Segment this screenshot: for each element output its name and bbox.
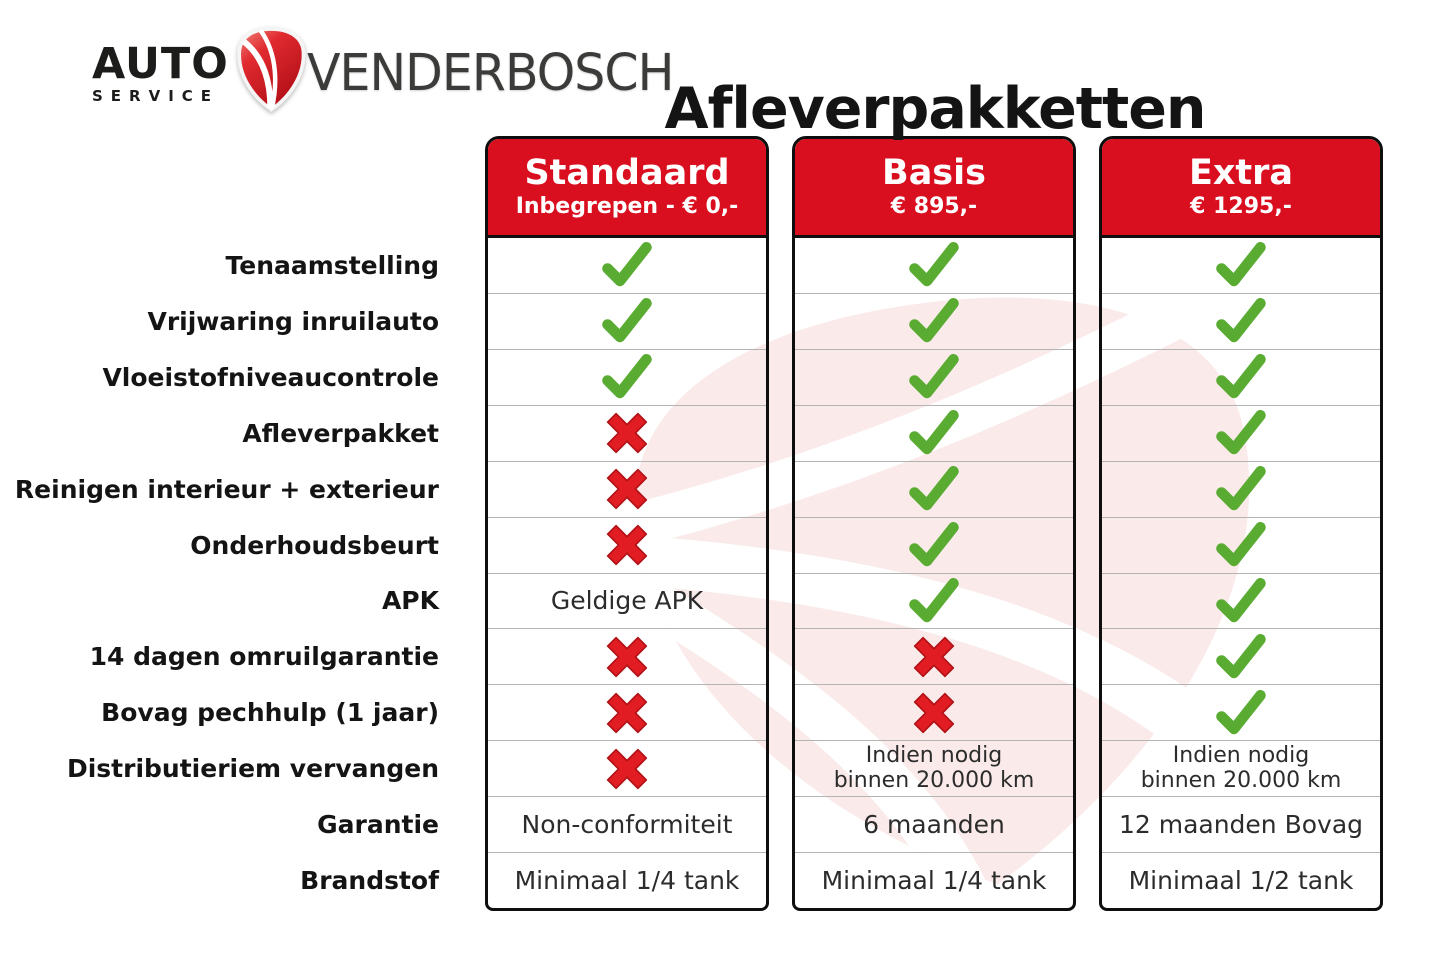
- page-title: Afleverpakketten: [664, 76, 1207, 143]
- cell-text: 12 maanden Bovag: [1102, 796, 1380, 852]
- row-label: APK: [381, 586, 439, 616]
- check-icon: [1102, 460, 1380, 517]
- row-label: Bovag pechhulp (1 jaar): [101, 698, 439, 728]
- cell-text: 6 maanden: [795, 796, 1073, 852]
- row-label: Vrijwaring inruilauto: [147, 307, 439, 337]
- package-body: Indien nodig binnen 20.000 km 6 maanden Mi…: [795, 238, 1073, 908]
- package-header: Standaard Inbegrepen - € 0,-: [488, 139, 766, 238]
- cross-icon: [795, 628, 1073, 684]
- row-label: Vloeistofniveaucontrole: [102, 363, 439, 393]
- check-icon: [1102, 684, 1380, 740]
- cell-text: Minimaal 1/2 tank: [1102, 852, 1380, 908]
- package-column-basis: Basis € 895,- Indien nodig binnen 20.000…: [792, 136, 1076, 911]
- package-body: Geldige APK Non-conformiteit Minimaal 1/4 …: [488, 238, 766, 908]
- cell-text: Minimaal 1/4 tank: [488, 852, 766, 908]
- package-price: € 895,-: [890, 194, 978, 220]
- package-name: Basis: [882, 152, 986, 193]
- check-icon: [795, 238, 1073, 293]
- check-icon: [1102, 292, 1380, 349]
- check-icon: [1102, 516, 1380, 573]
- package-name: Extra: [1188, 152, 1294, 193]
- package-header: Basis € 895,-: [795, 139, 1073, 238]
- package-name: Standaard: [524, 152, 730, 193]
- cross-icon: [488, 460, 766, 517]
- check-icon: [1102, 572, 1380, 629]
- row-label: Garantie: [317, 809, 439, 839]
- cell-text: Non-conformiteit: [488, 796, 766, 852]
- row-label: Tenaamstelling: [225, 251, 439, 281]
- brand-name-text: VENDERBOSCH: [306, 43, 674, 103]
- check-icon: [795, 292, 1073, 349]
- cross-icon: [488, 684, 766, 740]
- cross-icon: [488, 404, 766, 461]
- comparison-table: Tenaamstelling Vrijwaring inruilauto Vloei…: [14, 136, 1383, 911]
- cross-icon: [488, 628, 766, 684]
- check-icon: [488, 348, 766, 405]
- row-label: Reinigen interieur + exterieur: [14, 474, 439, 504]
- shield-swoosh-icon: [237, 27, 306, 112]
- package-price: Inbegrepen - € 0,-: [515, 194, 739, 220]
- package-column-standaard: Standaard Inbegrepen - € 0,- Geldige APK…: [485, 136, 769, 911]
- brand-auto-text: AUTO: [92, 38, 229, 89]
- package-price: € 1295,-: [1190, 194, 1292, 220]
- cross-icon: [795, 684, 1073, 740]
- cell-text: Minimaal 1/4 tank: [795, 852, 1073, 908]
- cell-text: Indien nodig binnen 20.000 km: [1102, 740, 1380, 796]
- check-icon: [795, 572, 1073, 629]
- row-label: Brandstof: [300, 865, 439, 895]
- brand-logo: AUTO SERVICE VENDERBOSCH: [92, 27, 689, 112]
- cell-text: Geldige APK: [488, 572, 766, 629]
- package-column-extra: Extra € 1295,- Indien nodig binnen 20.00…: [1099, 136, 1383, 911]
- package-body: Indien nodig binnen 20.000 km 12 maanden …: [1102, 238, 1380, 908]
- check-icon: [1102, 404, 1380, 461]
- check-icon: [1102, 348, 1380, 405]
- row-labels-column: Tenaamstelling Vrijwaring inruilauto Vloei…: [14, 136, 462, 911]
- package-header: Extra € 1295,-: [1102, 139, 1380, 238]
- labels-header-spacer: [60, 139, 459, 238]
- check-icon: [1102, 238, 1380, 293]
- cross-icon: [488, 740, 766, 796]
- row-label: Afleverpakket: [242, 418, 439, 448]
- check-icon: [488, 292, 766, 349]
- row-label: Distributieriem vervangen: [66, 753, 439, 783]
- row-label: 14 dagen omruilgarantie: [89, 642, 439, 672]
- row-label: Onderhoudsbeurt: [190, 530, 439, 560]
- check-icon: [1102, 628, 1380, 684]
- check-icon: [795, 460, 1073, 517]
- brand-auto-service: AUTO SERVICE: [92, 38, 229, 105]
- check-icon: [795, 404, 1073, 461]
- cell-text: Indien nodig binnen 20.000 km: [795, 740, 1073, 796]
- check-icon: [795, 348, 1073, 405]
- check-icon: [488, 238, 766, 293]
- brand-service-text: SERVICE: [92, 86, 220, 105]
- cross-icon: [488, 516, 766, 573]
- check-icon: [795, 516, 1073, 573]
